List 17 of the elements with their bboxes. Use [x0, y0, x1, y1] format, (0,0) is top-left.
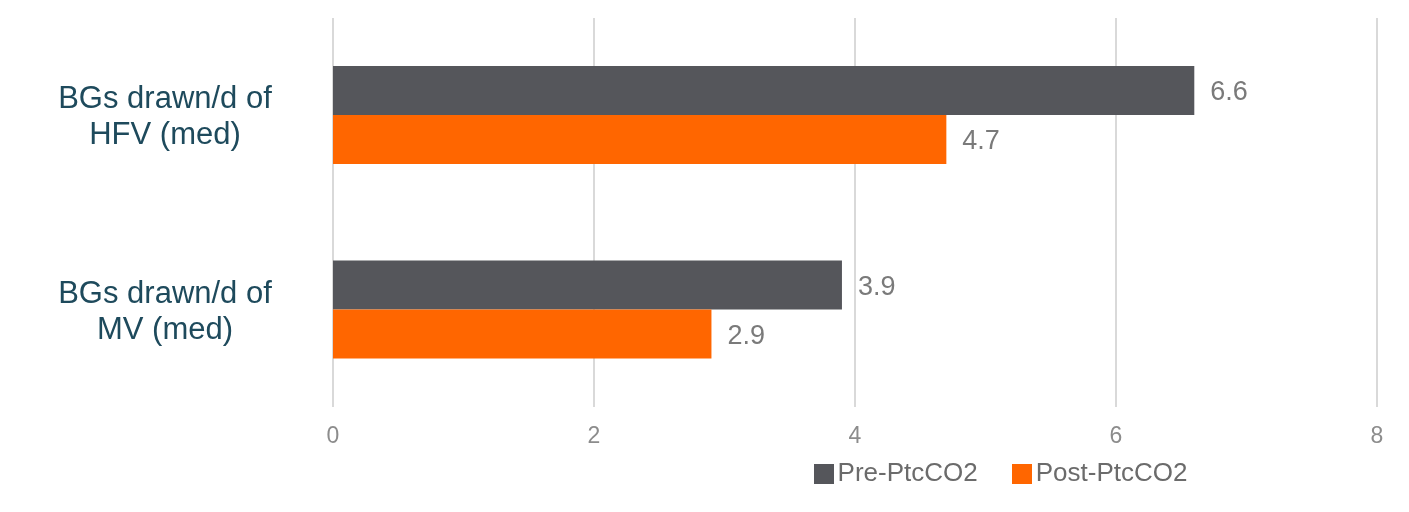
x-tick-label: 0 [326, 422, 340, 449]
x-tick-label: 8 [1370, 422, 1384, 449]
y-tick-label: BGs drawn/d of HFV (med) [58, 79, 273, 151]
data-label: 3.9 [857, 270, 896, 301]
legend-label: Pre-PtcCO2 [837, 457, 978, 487]
bar [333, 260, 842, 310]
y-tick-label: BGs drawn/d of MV (med) [58, 274, 273, 346]
bar [333, 66, 1195, 115]
data-label: 6.6 [1210, 76, 1248, 107]
bar [333, 115, 947, 164]
data-label: 2.9 [727, 319, 765, 350]
legend-label: Post-PtcCO2 [1035, 457, 1188, 487]
x-tick-label: 4 [848, 422, 862, 449]
x-tick-label: 6 [1109, 422, 1123, 449]
x-tick-label: 2 [587, 422, 601, 449]
data-label: 4.7 [962, 125, 1000, 156]
bar [333, 309, 712, 359]
